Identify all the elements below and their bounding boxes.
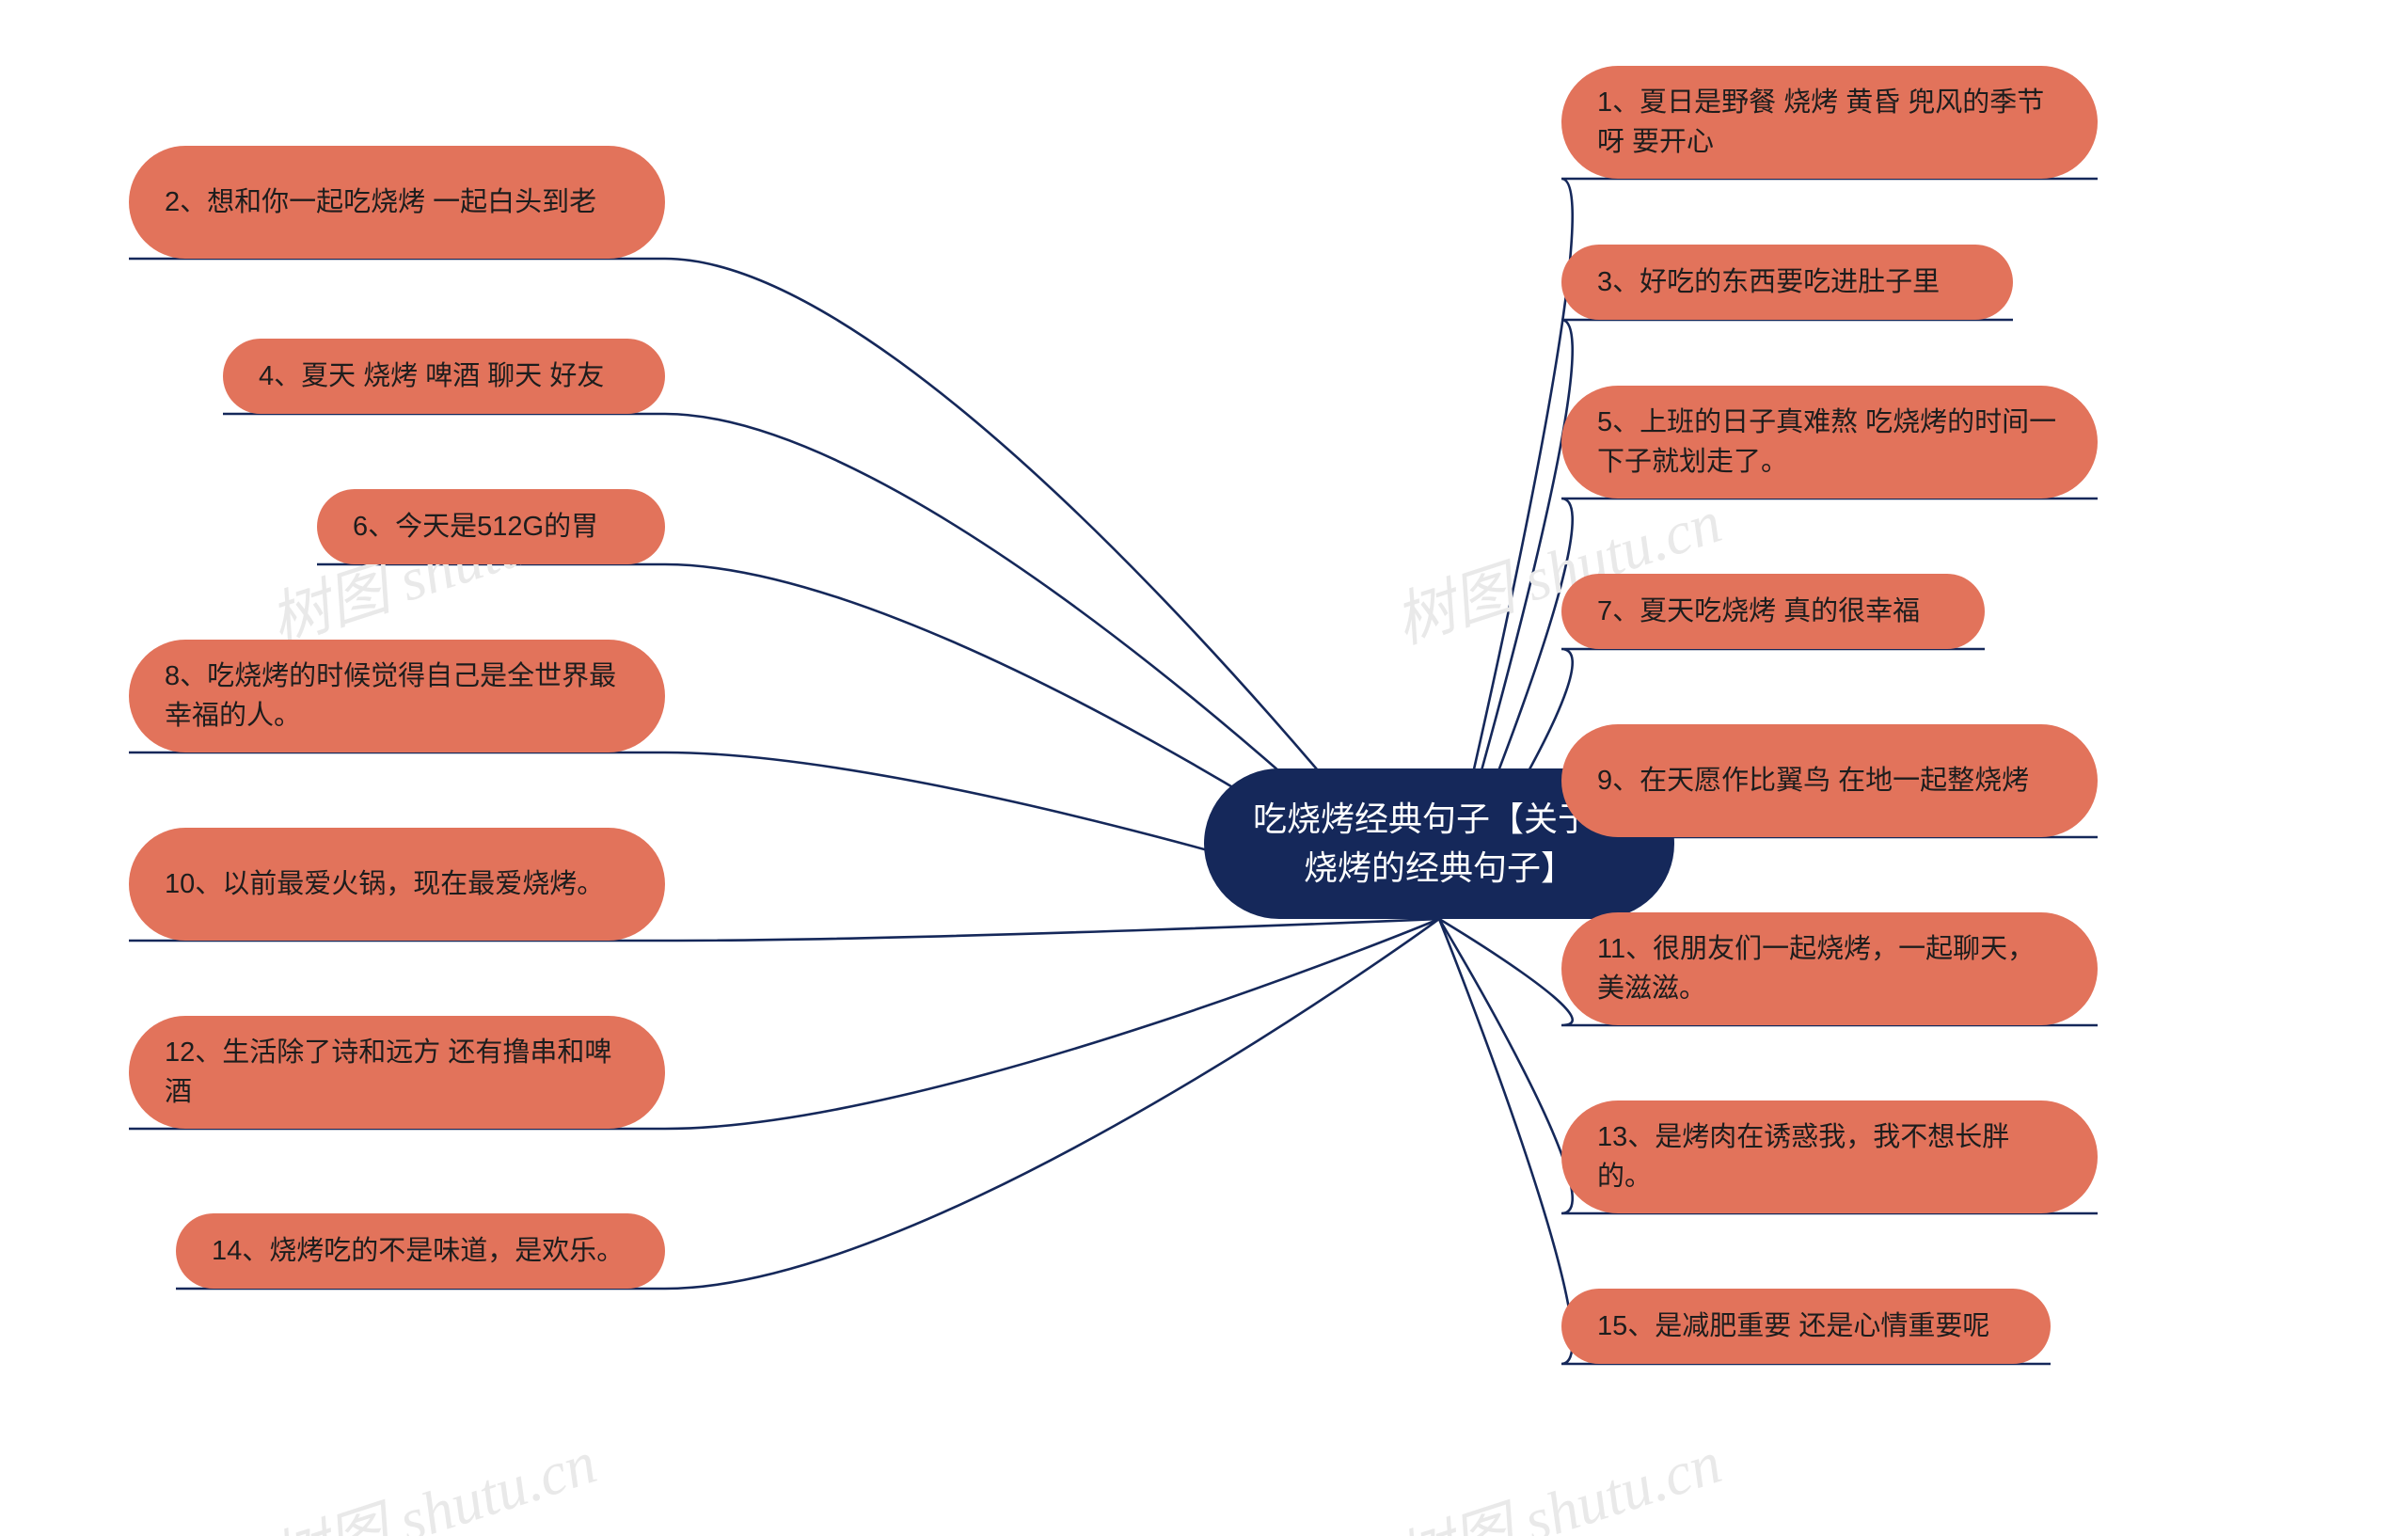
leaf-node-label: 8、吃烧烤的时候觉得自己是全世界最幸福的人。 — [165, 657, 629, 736]
leaf-node: 10、以前最爱火锅，现在最爱烧烤。 — [129, 828, 665, 941]
leaf-node-label: 13、是烤肉在诱惑我，我不想长胖的。 — [1597, 1117, 2062, 1196]
leaf-node: 8、吃烧烤的时候觉得自己是全世界最幸福的人。 — [129, 640, 665, 752]
leaf-node: 14、烧烤吃的不是味道，是欢乐。 — [176, 1213, 665, 1289]
leaf-node-label: 15、是减肥重要 还是心情重要呢 — [1597, 1306, 1989, 1346]
leaf-node: 13、是烤肉在诱惑我，我不想长胖的。 — [1561, 1101, 2098, 1213]
leaf-node-label: 11、很朋友们一起烧烤，一起聊天，美滋滋。 — [1597, 929, 2062, 1008]
leaf-node-label: 12、生活除了诗和远方 还有撸串和啤酒 — [165, 1033, 629, 1112]
watermark: 树图 shutu.cn — [258, 1415, 606, 1536]
leaf-node-label: 5、上班的日子真难熬 吃烧烤的时间一下子就划走了。 — [1597, 403, 2062, 482]
leaf-node-label: 3、好吃的东西要吃进肚子里 — [1597, 262, 1940, 302]
leaf-node: 12、生活除了诗和远方 还有撸串和啤酒 — [129, 1016, 665, 1129]
leaf-node: 6、今天是512G的胃 — [317, 489, 665, 564]
leaf-node: 1、夏日是野餐 烧烤 黄昏 兜风的季节呀 要开心 — [1561, 66, 2098, 179]
leaf-node: 7、夏天吃烧烤 真的很幸福 — [1561, 574, 1985, 649]
watermark: 树图 shutu.cn — [1383, 1415, 1731, 1536]
leaf-node: 3、好吃的东西要吃进肚子里 — [1561, 245, 2013, 320]
leaf-node: 4、夏天 烧烤 啤酒 聊天 好友 — [223, 339, 665, 414]
leaf-node: 2、想和你一起吃烧烤 一起白头到老 — [129, 146, 665, 259]
mindmap-canvas: 树图 shutu.cn树图 shutu.cn树图 shutu.cn树图 shut… — [0, 0, 2408, 1536]
leaf-node-label: 2、想和你一起吃烧烤 一起白头到老 — [165, 182, 596, 222]
leaf-node-label: 4、夏天 烧烤 啤酒 聊天 好友 — [259, 356, 604, 396]
leaf-node-label: 10、以前最爱火锅，现在最爱烧烤。 — [165, 864, 604, 904]
leaf-node-label: 6、今天是512G的胃 — [353, 507, 598, 546]
leaf-node-label: 1、夏日是野餐 烧烤 黄昏 兜风的季节呀 要开心 — [1597, 83, 2062, 162]
leaf-node: 9、在天愿作比翼鸟 在地一起整烧烤 — [1561, 724, 2098, 837]
leaf-node-label: 14、烧烤吃的不是味道，是欢乐。 — [212, 1231, 624, 1271]
leaf-node: 11、很朋友们一起烧烤，一起聊天，美滋滋。 — [1561, 912, 2098, 1025]
leaf-node: 15、是减肥重要 还是心情重要呢 — [1561, 1289, 2051, 1364]
leaf-node-label: 7、夏天吃烧烤 真的很幸福 — [1597, 592, 1920, 631]
leaf-node-label: 9、在天愿作比翼鸟 在地一起整烧烤 — [1597, 761, 2029, 800]
leaf-node: 5、上班的日子真难熬 吃烧烤的时间一下子就划走了。 — [1561, 386, 2098, 499]
